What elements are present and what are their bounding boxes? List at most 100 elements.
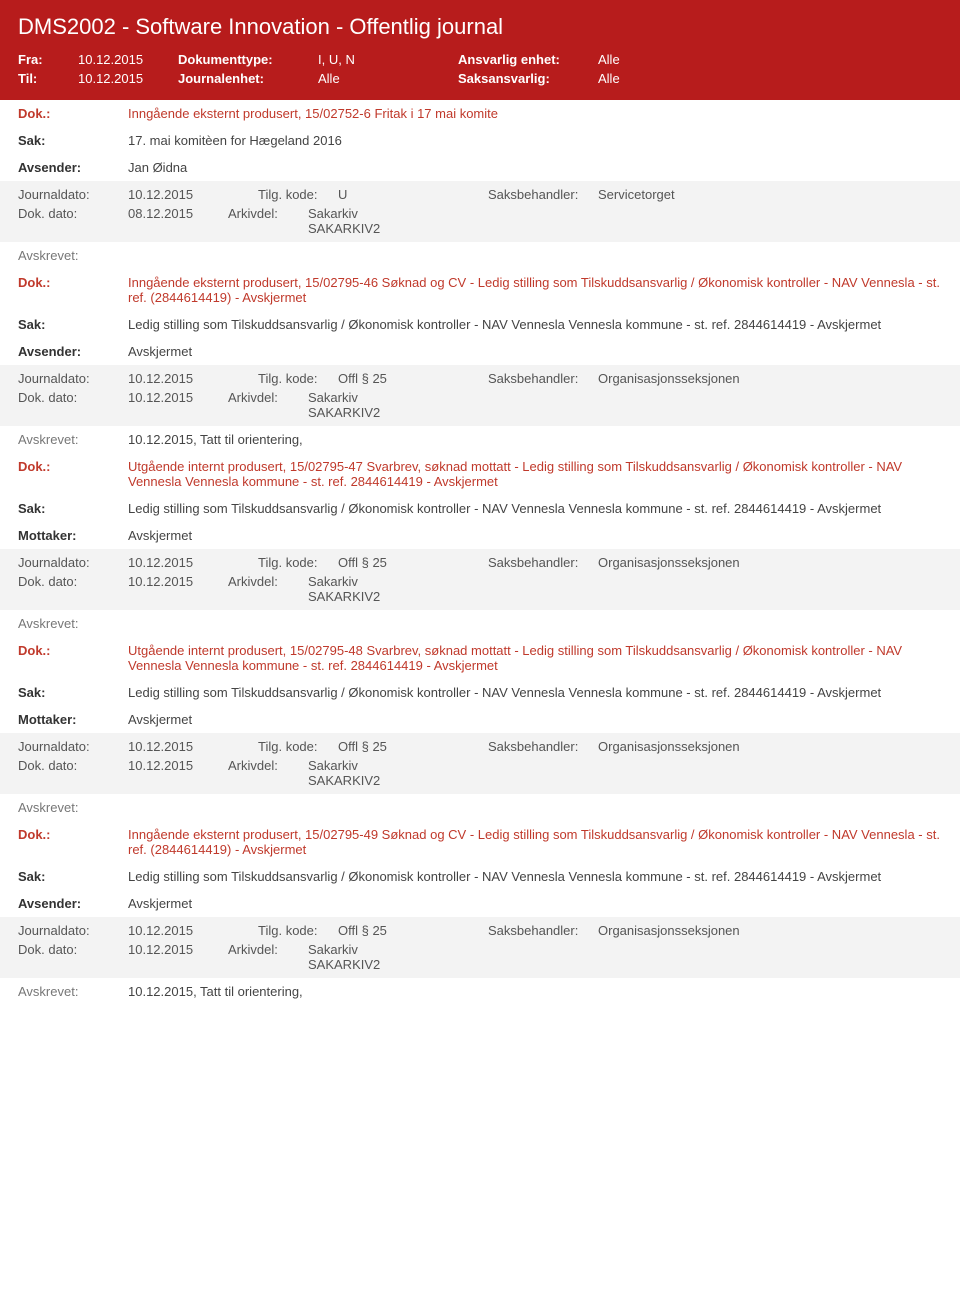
sak-label: Sak: (18, 317, 128, 332)
party-label: Avsender: (18, 896, 128, 911)
party-label: Mottaker: (18, 528, 128, 543)
sak-row: Sak:17. mai komitèen for Hægeland 2016 (0, 127, 960, 154)
saksbehandler-value: Servicetorget (598, 187, 675, 202)
saksbehandler-value: Organisasjonsseksjonen (598, 371, 740, 386)
tilgkode-label: Tilg. kode: (258, 371, 338, 386)
journaldato-label: Journaldato: (18, 371, 128, 386)
arkivdel-label: Arkivdel: (228, 942, 308, 972)
dok-row: Dok.:Inngående eksternt produsert, 15/02… (0, 821, 960, 863)
party-value: Avskjermet (128, 896, 942, 911)
dokdato-label: Dok. dato: (18, 574, 128, 604)
saksbehandler-label: Saksbehandler: (488, 923, 598, 938)
avskrevet-value: 10.12.2015, Tatt til orientering, (128, 432, 303, 447)
tilgkode-value: Offl § 25 (338, 923, 387, 938)
party-value: Avskjermet (128, 528, 942, 543)
header-row-1: Fra: 10.12.2015 Dokumenttype: I, U, N An… (18, 52, 942, 67)
saksansvarlig-label: Saksansvarlig: (458, 71, 598, 86)
metadata-band: Journaldato:10.12.2015Tilg. kode:Offl § … (0, 733, 960, 794)
arkivdel-value: Sakarkiv SAKARKIV2 (308, 206, 380, 236)
dokdato-label: Dok. dato: (18, 206, 128, 236)
journaldato-label: Journaldato: (18, 739, 128, 754)
tilgkode-label: Tilg. kode: (258, 555, 338, 570)
saksbehandler-label: Saksbehandler: (488, 371, 598, 386)
saksbehandler-label: Saksbehandler: (488, 555, 598, 570)
dok-value: Utgående internt produsert, 15/02795-48 … (128, 643, 942, 673)
sak-row: Sak:Ledig stilling som Tilskuddsansvarli… (0, 495, 960, 522)
sak-row: Sak:Ledig stilling som Tilskuddsansvarli… (0, 679, 960, 706)
avskrevet-label: Avskrevet: (18, 800, 128, 815)
avskrevet-label: Avskrevet: (18, 984, 128, 999)
avskrevet-label: Avskrevet: (18, 432, 128, 447)
metadata-band: Journaldato:10.12.2015Tilg. kode:Offl § … (0, 917, 960, 978)
arkivdel-value: Sakarkiv SAKARKIV2 (308, 390, 380, 420)
journal-entry: Dok.:Utgående internt produsert, 15/0279… (0, 453, 960, 637)
journal-entry: Dok.:Inngående eksternt produsert, 15/02… (0, 821, 960, 1005)
saksansvarlig-value: Alle (598, 71, 738, 86)
dokdato-label: Dok. dato: (18, 390, 128, 420)
sak-row: Sak:Ledig stilling som Tilskuddsansvarli… (0, 863, 960, 890)
metadata-band: Journaldato:10.12.2015Tilg. kode:USaksbe… (0, 181, 960, 242)
party-row: Mottaker:Avskjermet (0, 706, 960, 733)
journalenhet-label: Journalenhet: (178, 71, 318, 86)
arkivdel-label: Arkivdel: (228, 758, 308, 788)
dokdato-value: 10.12.2015 (128, 942, 228, 972)
fra-label: Fra: (18, 52, 78, 67)
arkivdel-label: Arkivdel: (228, 574, 308, 604)
til-label: Til: (18, 71, 78, 86)
journaldato-value: 10.12.2015 (128, 187, 193, 202)
sak-value: Ledig stilling som Tilskuddsansvarlig / … (128, 317, 942, 332)
metadata-band: Journaldato:10.12.2015Tilg. kode:Offl § … (0, 549, 960, 610)
dok-row: Dok.:Inngående eksternt produsert, 15/02… (0, 269, 960, 311)
sak-label: Sak: (18, 869, 128, 884)
party-label: Avsender: (18, 344, 128, 359)
saksbehandler-value: Organisasjonsseksjonen (598, 555, 740, 570)
header-title: DMS2002 - Software Innovation - Offentli… (18, 14, 942, 40)
tilgkode-label: Tilg. kode: (258, 187, 338, 202)
dok-label: Dok.: (18, 106, 128, 121)
saksbehandler-value: Organisasjonsseksjonen (598, 923, 740, 938)
sak-label: Sak: (18, 133, 128, 148)
dokdato-value: 10.12.2015 (128, 390, 228, 420)
journalenhet-value: Alle (318, 71, 458, 86)
metadata-band: Journaldato:10.12.2015 Tilg. kode:Offl § … (0, 365, 960, 426)
dokdato-value: 08.12.2015 (128, 206, 228, 236)
party-label: Mottaker: (18, 712, 128, 727)
dok-value: Inngående eksternt produsert, 15/02795-4… (128, 827, 942, 857)
journal-entry: Dok.:Inngående eksternt produsert, 15/02… (0, 100, 960, 269)
sak-value: Ledig stilling som Tilskuddsansvarlig / … (128, 501, 942, 516)
dokdato-label: Dok. dato: (18, 758, 128, 788)
tilgkode-label: Tilg. kode: (258, 739, 338, 754)
dokdato-label: Dok. dato: (18, 942, 128, 972)
tilgkode-value: Offl § 25 (338, 555, 387, 570)
journaldato-label: Journaldato: (18, 187, 128, 202)
journal-entry: Dok.:Utgående internt produsert, 15/0279… (0, 637, 960, 821)
sak-row: Sak:Ledig stilling som Tilskuddsansvarli… (0, 311, 960, 338)
party-row: Avsender:Jan Øidna (0, 154, 960, 181)
til-value: 10.12.2015 (78, 71, 178, 86)
journal-entry: Dok.:Inngående eksternt produsert, 15/02… (0, 269, 960, 453)
dok-row: Dok.:Inngående eksternt produsert, 15/02… (0, 100, 960, 127)
arkivdel-value: Sakarkiv SAKARKIV2 (308, 758, 380, 788)
arkivdel-value: Sakarkiv SAKARKIV2 (308, 942, 380, 972)
saksbehandler-label: Saksbehandler: (488, 187, 598, 202)
journaldato-value: 10.12.2015 (128, 923, 193, 938)
avskrevet-label: Avskrevet: (18, 248, 128, 263)
dok-label: Dok.: (18, 459, 128, 474)
journaldato-value: 10.12.2015 (128, 371, 193, 386)
saksbehandler-label: Saksbehandler: (488, 739, 598, 754)
party-label: Avsender: (18, 160, 128, 175)
arkivdel-label: Arkivdel: (228, 206, 308, 236)
sak-label: Sak: (18, 501, 128, 516)
tilgkode-value: Offl § 25 (338, 371, 387, 386)
party-value: Avskjermet (128, 344, 942, 359)
arkivdel-value: Sakarkiv SAKARKIV2 (308, 574, 380, 604)
dok-row: Dok.:Utgående internt produsert, 15/0279… (0, 453, 960, 495)
avskrevet-row: Avskrevet: (0, 610, 960, 637)
avskrevet-row: Avskrevet:10.12.2015, Tatt til orienteri… (0, 426, 960, 453)
arkivdel-label: Arkivdel: (228, 390, 308, 420)
party-row: Mottaker:Avskjermet (0, 522, 960, 549)
dok-row: Dok.:Utgående internt produsert, 15/0279… (0, 637, 960, 679)
party-row: Avsender:Avskjermet (0, 338, 960, 365)
ansvarlig-label: Ansvarlig enhet: (458, 52, 598, 67)
fra-value: 10.12.2015 (78, 52, 178, 67)
